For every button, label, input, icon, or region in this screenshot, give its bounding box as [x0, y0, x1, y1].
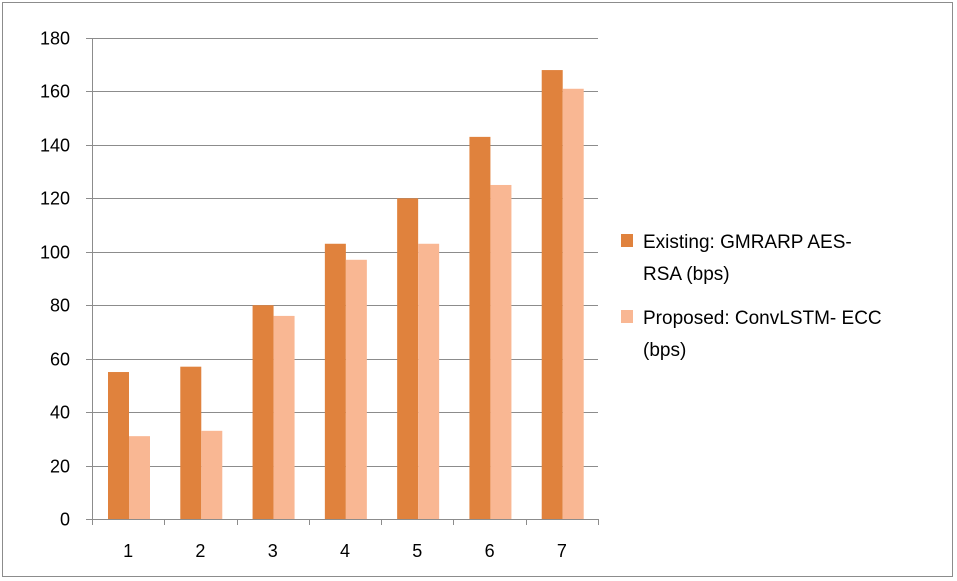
y-tick-label: 140 [40, 136, 70, 156]
y-tick-label: 40 [50, 403, 70, 423]
bar-series-1-cat-2 [180, 366, 202, 519]
x-tick-label: 1 [123, 541, 133, 561]
legend-label: (bps) [643, 340, 686, 361]
legend-swatch [621, 234, 633, 247]
y-tick-label: 100 [40, 243, 70, 263]
x-tick-label: 7 [557, 541, 567, 561]
y-tick-label: 20 [50, 457, 70, 477]
bars [108, 70, 584, 520]
bar-series-1-cat-4 [324, 243, 346, 519]
bar-series-2-cat-3 [273, 315, 295, 519]
bar-series-2-cat-6 [490, 184, 512, 519]
bar-series-1-cat-3 [252, 305, 274, 519]
x-tick-label: 5 [412, 541, 422, 561]
bar-series-1-cat-6 [469, 136, 491, 519]
y-tick-label: 120 [40, 189, 70, 209]
y-axis-tick-labels: 0 20 40 60 80 100 120 140 160 180 [40, 29, 70, 530]
bar-series-1-cat-1 [108, 372, 129, 519]
legend-label: Existing: GMRARP AES- [643, 232, 852, 253]
x-tick-label: 4 [340, 541, 350, 561]
x-tick-label: 2 [195, 541, 205, 561]
legend-swatch [621, 310, 633, 323]
legend-entry-2: Proposed: ConvLSTM- ECC (bps) [621, 308, 882, 361]
bar-series-1-cat-5 [397, 198, 419, 520]
legend-entry-1: Existing: GMRARP AES- RSA (bps) [621, 232, 852, 285]
y-tick-label: 0 [60, 510, 70, 530]
gridlines [92, 38, 598, 467]
legend-label: RSA (bps) [643, 264, 730, 285]
x-axis-tick-labels: 1 2 3 4 5 6 7 [123, 541, 567, 561]
bar-series-2-cat-7 [562, 88, 584, 520]
y-tick-label: 80 [50, 296, 70, 316]
y-tick-label: 60 [50, 350, 70, 370]
y-tick-label: 160 [40, 82, 70, 102]
legend-label: Proposed: ConvLSTM- ECC [643, 308, 882, 329]
legend: Existing: GMRARP AES- RSA (bps) Proposed: … [621, 232, 882, 361]
y-tick-label: 180 [40, 29, 70, 49]
axes [86, 38, 599, 525]
bar-series-2-cat-1 [129, 436, 150, 519]
bar-series-1-cat-7 [541, 70, 563, 520]
bar-series-2-cat-2 [201, 430, 223, 519]
bar-series-2-cat-5 [418, 243, 440, 519]
x-tick-label: 3 [268, 541, 278, 561]
x-tick-label: 6 [485, 541, 495, 561]
bar-series-2-cat-4 [345, 259, 367, 519]
